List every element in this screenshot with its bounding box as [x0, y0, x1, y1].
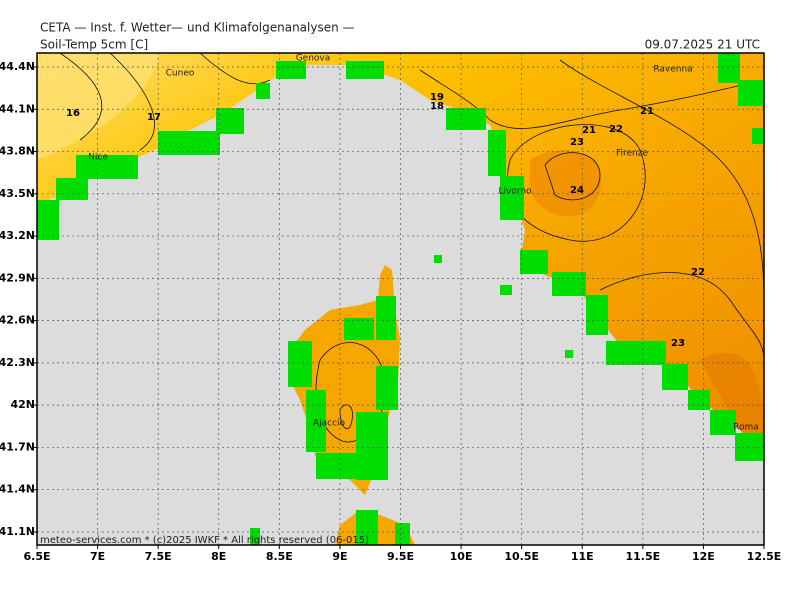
coast-cells	[37, 53, 764, 545]
y-tick-label: 43.8N	[0, 145, 35, 158]
x-tick-label: 9.5E	[387, 550, 414, 563]
place-label: Livorno	[498, 187, 532, 197]
y-tick-label: 41.1N	[0, 525, 35, 538]
contour-label: 16	[66, 108, 80, 119]
warm-zone	[37, 53, 160, 160]
field: Soil-Temp 5cm [C]	[40, 38, 148, 52]
x-tick-label: 11E	[571, 550, 594, 563]
place-label: Nice	[88, 153, 108, 163]
y-tick-label: 42.9N	[0, 271, 35, 284]
x-tick-label: 6.5E	[23, 550, 50, 563]
x-tick-label: 12E	[692, 550, 715, 563]
graticule	[37, 53, 764, 545]
y-tick-label: 42.3N	[0, 356, 35, 369]
place-label: Firenze	[616, 149, 648, 159]
place-label: Ajaccio	[313, 419, 346, 429]
place-label: Ravenna	[653, 65, 692, 75]
contour-label: 21	[582, 125, 596, 136]
x-tick-label: 8.5E	[266, 550, 293, 563]
contour-label: 23	[671, 338, 685, 349]
y-tick-label: 41.7N	[0, 440, 35, 453]
y-tick-label: 42N	[10, 398, 35, 411]
contour-label: 21	[640, 106, 654, 117]
y-tick-label: 43.2N	[0, 229, 35, 242]
contour-label: 23	[570, 137, 584, 148]
footer: meteo-services.com * (c)2025 IWKF * All …	[40, 535, 369, 546]
place-label: Cuneo	[166, 69, 195, 79]
x-tick-label: 10.5E	[504, 550, 539, 563]
y-tick-label: 42.6N	[0, 314, 35, 327]
x-tick-label: 9E	[332, 550, 347, 563]
title: CETA — Inst. f. Wetter— und Klimafolgena…	[40, 21, 355, 35]
x-tick-label: 8E	[211, 550, 226, 563]
contour-label: 24	[570, 185, 584, 196]
valid-time: 09.07.2025 21 UTC	[645, 38, 760, 52]
contour-label: 19	[430, 92, 444, 103]
contour-label: 22	[691, 267, 705, 278]
x-tick-label: 11.5E	[626, 550, 661, 563]
contour-label: 22	[609, 124, 623, 135]
x-tick-label: 12.5E	[747, 550, 782, 563]
x-tick-label: 7E	[90, 550, 105, 563]
x-tick-label: 10E	[450, 550, 473, 563]
place-label: Roma	[733, 423, 759, 433]
place-label: Genova	[296, 54, 331, 64]
x-tick-label: 7.5E	[145, 550, 172, 563]
contour-label: 18	[430, 101, 444, 112]
y-tick-label: 44.4N	[0, 60, 35, 73]
warm-zone	[700, 352, 764, 440]
y-tick-label: 44.1N	[0, 102, 35, 115]
y-tick-label: 43.5N	[0, 187, 35, 200]
contour-label: 17	[147, 112, 161, 123]
warm-zone	[530, 150, 602, 217]
contours	[59, 53, 764, 443]
y-tick-label: 41.4N	[0, 483, 35, 496]
